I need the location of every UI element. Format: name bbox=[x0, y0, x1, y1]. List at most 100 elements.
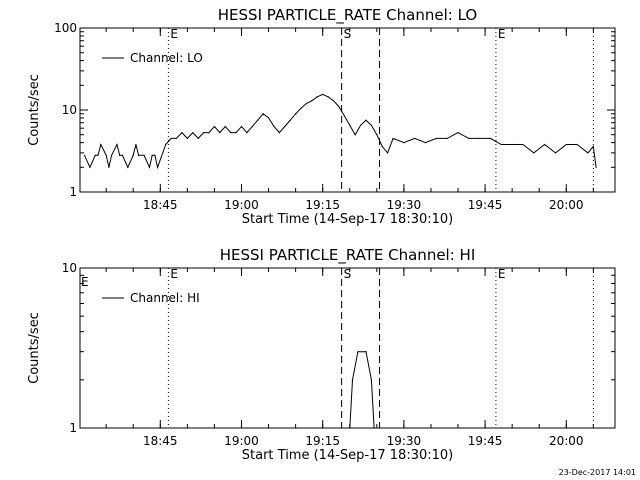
panel2-marker-label: E bbox=[498, 267, 506, 281]
panel1-data-point bbox=[349, 124, 351, 126]
panel2-y-tick-label: 10 bbox=[62, 261, 77, 275]
panel1-data-point bbox=[89, 166, 91, 168]
panel1-series-line bbox=[84, 93, 597, 170]
panel1-marker-label: E bbox=[498, 27, 506, 41]
panel1-data-point bbox=[219, 132, 221, 134]
panel1-x-tick-label: 19:00 bbox=[224, 198, 259, 212]
panel1-data-point bbox=[479, 137, 481, 140]
panel1-data-point bbox=[143, 154, 145, 156]
panel1-data-point bbox=[148, 166, 151, 168]
panel1-data-point bbox=[121, 154, 124, 156]
panel2-corner-label: E bbox=[81, 275, 89, 289]
panel1-data-point bbox=[446, 137, 448, 140]
panel2-x-tick-label: 19:00 bbox=[224, 434, 259, 448]
panel1-chart-title: HESSI PARTICLE_RATE Channel: LO bbox=[218, 6, 477, 25]
panel1-data-point bbox=[332, 100, 335, 102]
panel1-data-point bbox=[151, 154, 153, 156]
panel1-data-point bbox=[300, 107, 302, 109]
panel2-x-tick-label: 20:00 bbox=[549, 434, 584, 448]
panel1-data-point bbox=[414, 137, 416, 140]
panel1-data-point bbox=[522, 143, 524, 146]
panel1-data-point bbox=[468, 137, 470, 140]
panel2-x-tick-label: 19:30 bbox=[387, 434, 422, 448]
panel2-data-point bbox=[365, 351, 367, 353]
panel1-data-point bbox=[387, 152, 389, 154]
panel1-data-point bbox=[278, 132, 280, 134]
panel2-data-point bbox=[351, 379, 354, 381]
panel1-x-axis-label: Start Time (14-Sep-17 18:30:10) bbox=[242, 212, 453, 227]
panel2-plot-frame bbox=[79, 267, 616, 429]
panel1-data-point bbox=[327, 96, 329, 98]
panel1-x-tick-label: 20:00 bbox=[549, 198, 584, 212]
panel2-x-tick-label: 19:45 bbox=[468, 434, 503, 448]
panel1-data-point bbox=[94, 154, 96, 156]
panel2-marker-label: S bbox=[344, 267, 352, 281]
panel1-data-point bbox=[257, 119, 259, 121]
panel1-data-point bbox=[273, 125, 275, 128]
panel1-data-point bbox=[500, 143, 502, 146]
panel1-data-point bbox=[262, 113, 264, 115]
panel1-data-point bbox=[338, 106, 340, 108]
panel1-data-point bbox=[138, 154, 140, 156]
panel1-data-point bbox=[489, 137, 492, 140]
panel1-data-point bbox=[576, 143, 578, 146]
panel1-x-tick-label: 19:30 bbox=[387, 198, 422, 212]
panel1-data-point bbox=[208, 132, 210, 134]
panel2-data-point bbox=[370, 379, 373, 381]
panel1-data-point bbox=[311, 100, 313, 102]
panel1-data-point bbox=[343, 115, 345, 117]
panel1-data-point bbox=[156, 166, 159, 168]
panel1-data-point bbox=[170, 137, 172, 140]
panel1-data-point bbox=[305, 102, 308, 105]
panel1-data-point bbox=[595, 166, 597, 168]
panel1-data-point bbox=[592, 145, 594, 147]
panel2-series-line bbox=[349, 351, 375, 429]
panel1-y-tick-label: 100 bbox=[54, 21, 77, 35]
panel1-data-point bbox=[119, 154, 121, 156]
panel2-data-point bbox=[357, 351, 359, 353]
panel2-marker-label: E bbox=[170, 267, 178, 281]
panel1-data-point bbox=[533, 152, 535, 154]
panel1-data-point bbox=[435, 137, 437, 140]
panel1-data-point bbox=[203, 132, 205, 134]
panel1-data-point bbox=[381, 145, 383, 147]
panel1-data-point bbox=[365, 119, 367, 121]
panel2-chart-title: HESSI PARTICLE_RATE Channel: HI bbox=[220, 246, 476, 265]
panel1-data-point bbox=[154, 154, 156, 156]
panel1-data-point bbox=[165, 143, 167, 146]
panel2-data-point bbox=[373, 427, 375, 429]
panel1-data-point bbox=[424, 142, 427, 144]
panel1-data-point bbox=[511, 143, 513, 146]
panel1-data-point bbox=[554, 152, 557, 154]
panel1-marker-label: E bbox=[170, 27, 178, 41]
panel1-data-point bbox=[267, 117, 270, 119]
panel1-x-tick-label: 18:45 bbox=[143, 198, 178, 212]
panel1-data-point bbox=[376, 134, 378, 136]
panel1-data-point bbox=[544, 143, 546, 146]
panel1-data-point bbox=[108, 166, 110, 168]
panel1-data-point bbox=[316, 96, 318, 98]
panel2-x-tick-label: 18:45 bbox=[143, 434, 178, 448]
panel1-data-point bbox=[175, 137, 178, 140]
panel1-data-point bbox=[322, 93, 324, 95]
panel1-data-point bbox=[135, 143, 137, 146]
panel1-data-point bbox=[116, 143, 118, 146]
panel2-x-axis-label: Start Time (14-Sep-17 18:30:10) bbox=[242, 448, 453, 463]
panel1-data-point bbox=[284, 125, 286, 128]
panel1-data-point bbox=[235, 132, 237, 134]
panel1-data-point bbox=[213, 125, 216, 128]
panel1-data-point bbox=[192, 132, 194, 134]
panel2-y-axis-label: Counts/sec bbox=[27, 312, 42, 384]
panel1-x-tick-label: 19:15 bbox=[305, 198, 340, 212]
panel1-data-point bbox=[127, 166, 129, 168]
panel1-data-point bbox=[354, 134, 356, 136]
panel2-x-tick-label: 19:15 bbox=[305, 434, 340, 448]
panel1-data-point bbox=[83, 154, 86, 156]
panel2-data-point bbox=[349, 427, 351, 429]
panel1-data-point bbox=[359, 124, 362, 126]
panel1-data-point bbox=[224, 125, 226, 128]
panel1-data-point bbox=[105, 154, 107, 156]
panel1-data-point bbox=[186, 137, 188, 140]
panel1-x-tick-label: 19:45 bbox=[468, 198, 503, 212]
panel1-data-point bbox=[230, 132, 232, 134]
